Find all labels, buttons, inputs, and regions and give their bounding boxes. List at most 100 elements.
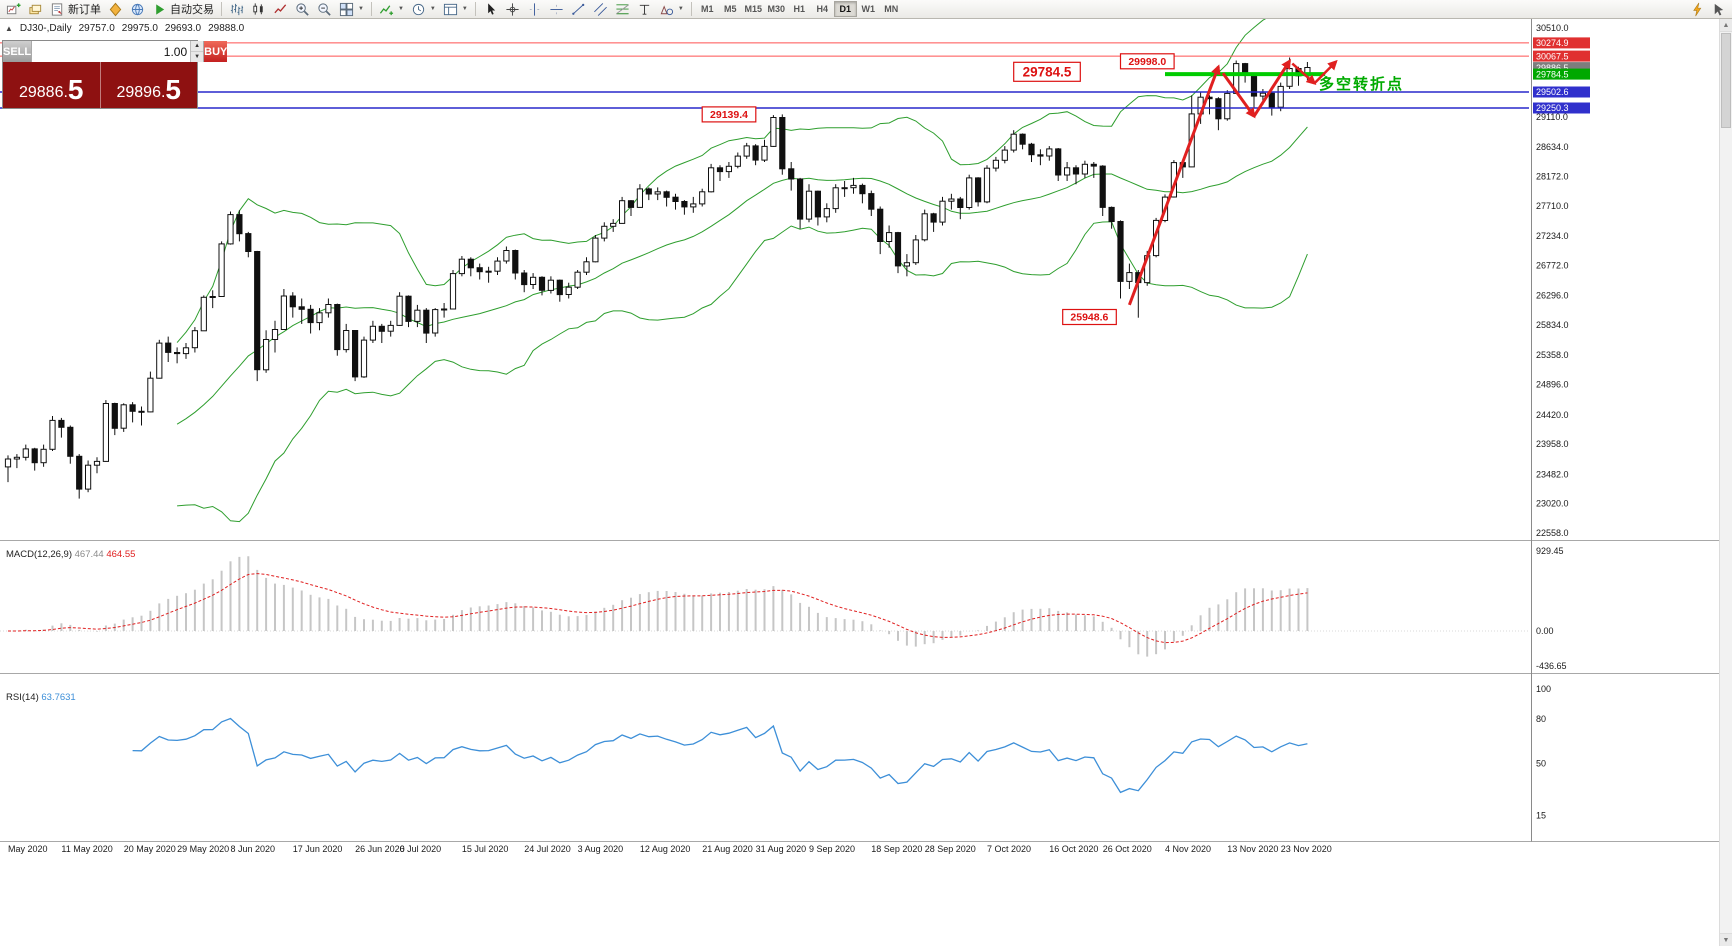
community-button[interactable] [127,1,148,18]
ohlc-close: 29888.0 [208,23,245,34]
pointer-tool-button[interactable] [1708,1,1729,18]
sell-price-int: 29886. [18,84,68,101]
vertical-line-button[interactable] [524,1,545,18]
level-badge [1533,102,1590,114]
bar-chart-button[interactable] [226,1,247,18]
fibonacci-button[interactable] [612,1,633,18]
new-chart-button[interactable] [3,1,24,18]
candlestick-button[interactable] [248,1,269,18]
timeframe-m5[interactable]: M5 [719,1,742,17]
trendline-button[interactable] [568,1,589,18]
candlesticks [4,57,1311,499]
date-axis-label: 8 Jun 2020 [231,844,276,854]
zoom-in-button[interactable] [292,1,313,18]
date-axis-label: 9 Sep 2020 [809,844,855,854]
tile-windows-button[interactable]: ▼ [336,1,367,18]
price-axis-label: 30510.0 [1536,23,1569,33]
date-axis-label: 24 Jul 2020 [524,844,571,854]
chevron-down-icon: ▼ [461,6,468,12]
macd-axis-max: 929.45 [1536,546,1564,556]
price-axis-label: 23482.0 [1536,469,1569,479]
ohlc-low: 29693.0 [164,23,202,34]
timeframe-mn[interactable]: MN [880,1,903,17]
level-badge [1533,50,1590,62]
line-icon [274,3,287,13]
periods-button[interactable]: ▼ [408,1,439,18]
text-button[interactable] [634,1,655,18]
indicators-button[interactable]: ▼ [376,1,407,18]
buy-button[interactable]: BUY [204,41,228,62]
rsi-axis-label: 15 [1536,811,1546,821]
zoom-out-button[interactable] [314,1,335,18]
timeframe-m30[interactable]: M30 [765,1,788,17]
metaeditor-button[interactable] [105,1,126,18]
scroll-down-icon[interactable]: ▼ [1720,933,1732,946]
support-badge [1533,68,1590,80]
date-axis-label: 20 May 2020 [124,844,176,854]
price-callout-box[interactable] [1013,61,1081,82]
layers-icon [29,4,42,14]
timeframe-h1[interactable]: H1 [788,1,811,17]
volume-down-button[interactable]: ▼ [191,52,204,62]
level-badge-text: 29502.6 [1536,87,1569,97]
volume-up-button[interactable]: ▲ [191,41,204,52]
buy-price-int: 29896. [116,84,166,101]
one-click-collapse-icon[interactable]: ▲ [5,24,13,33]
chevron-down-icon: ▼ [397,6,404,12]
volume-input[interactable] [32,41,191,62]
sell-price[interactable]: 29886. 5 [3,62,101,108]
channel-button[interactable] [590,1,611,18]
trend-arrow[interactable] [1313,59,1338,85]
profiles-button[interactable] [25,1,46,18]
scrollbar-track[interactable] [1720,129,1732,933]
level-badge [1533,37,1590,49]
buy-price[interactable]: 29896. 5 [101,62,198,108]
autotrading-button-label: 自动交易 [170,4,214,16]
timeframe-d1[interactable]: D1 [833,1,857,17]
diamond-icon [109,2,122,16]
chevron-down-icon: ▼ [429,6,436,12]
chart-title-bar: ▲ DJ30-,Daily 29757.0 29975.0 29693.0 29… [5,23,244,34]
price-callout-box[interactable] [701,106,757,123]
crosshair-button[interactable] [502,1,523,18]
timeframe-h4[interactable]: H4 [811,1,834,17]
cursor-button[interactable] [480,1,501,18]
trend-arrow[interactable] [1127,64,1221,306]
price-callout-box[interactable] [1119,53,1175,70]
text-icon [639,4,649,15]
line-chart-button[interactable] [270,1,291,18]
trend-arrow[interactable] [1221,72,1256,119]
arrows-button[interactable]: ▼ [656,1,687,18]
timeframe-w1[interactable]: W1 [857,1,880,17]
timeframe-m15[interactable]: M15 [742,1,765,17]
templates-button[interactable]: ▼ [440,1,471,18]
order-icon [51,2,63,16]
date-axis-label: 18 Sep 2020 [871,844,922,854]
scroll-up-icon[interactable]: ▲ [1720,19,1732,32]
new-order-button[interactable]: 新订单 [47,1,104,18]
level-badge [1533,86,1590,98]
vline-icon [529,2,539,16]
autotrading-button[interactable]: 自动交易 [149,1,217,18]
price-axis-label: 23958.0 [1536,439,1569,449]
timeframe-m1[interactable]: M1 [696,1,719,17]
price-callout-box[interactable] [1062,308,1117,326]
quick-trade-button[interactable] [1687,1,1708,18]
trend-arrow[interactable] [1291,62,1317,85]
sell-button[interactable]: SELL [3,41,32,62]
trend-arrow[interactable] [1252,58,1291,118]
price-axis-label: 28172.0 [1536,172,1569,182]
bars-icon [230,3,244,15]
timeframe-bar: M1 M5 M15 M30 H1 H4 D1 W1 MN [696,1,903,17]
chart-annotation-text[interactable]: 多空转折点 [1319,75,1404,93]
cursor-icon [487,2,495,15]
zoom-in-icon [296,2,309,16]
vertical-scrollbar[interactable]: ▲ ▼ [1719,19,1732,946]
horizontal-line-button[interactable] [546,1,567,18]
volume-stepper: ▲ ▼ [31,41,205,62]
rsi-label: RSI(14) 63.7631 [6,692,76,703]
bid-price-badge-text: 29886.5 [1536,63,1569,73]
date-axis-label: 26 Jun 2020 [355,844,405,854]
scrollbar-thumb[interactable] [1721,33,1731,128]
